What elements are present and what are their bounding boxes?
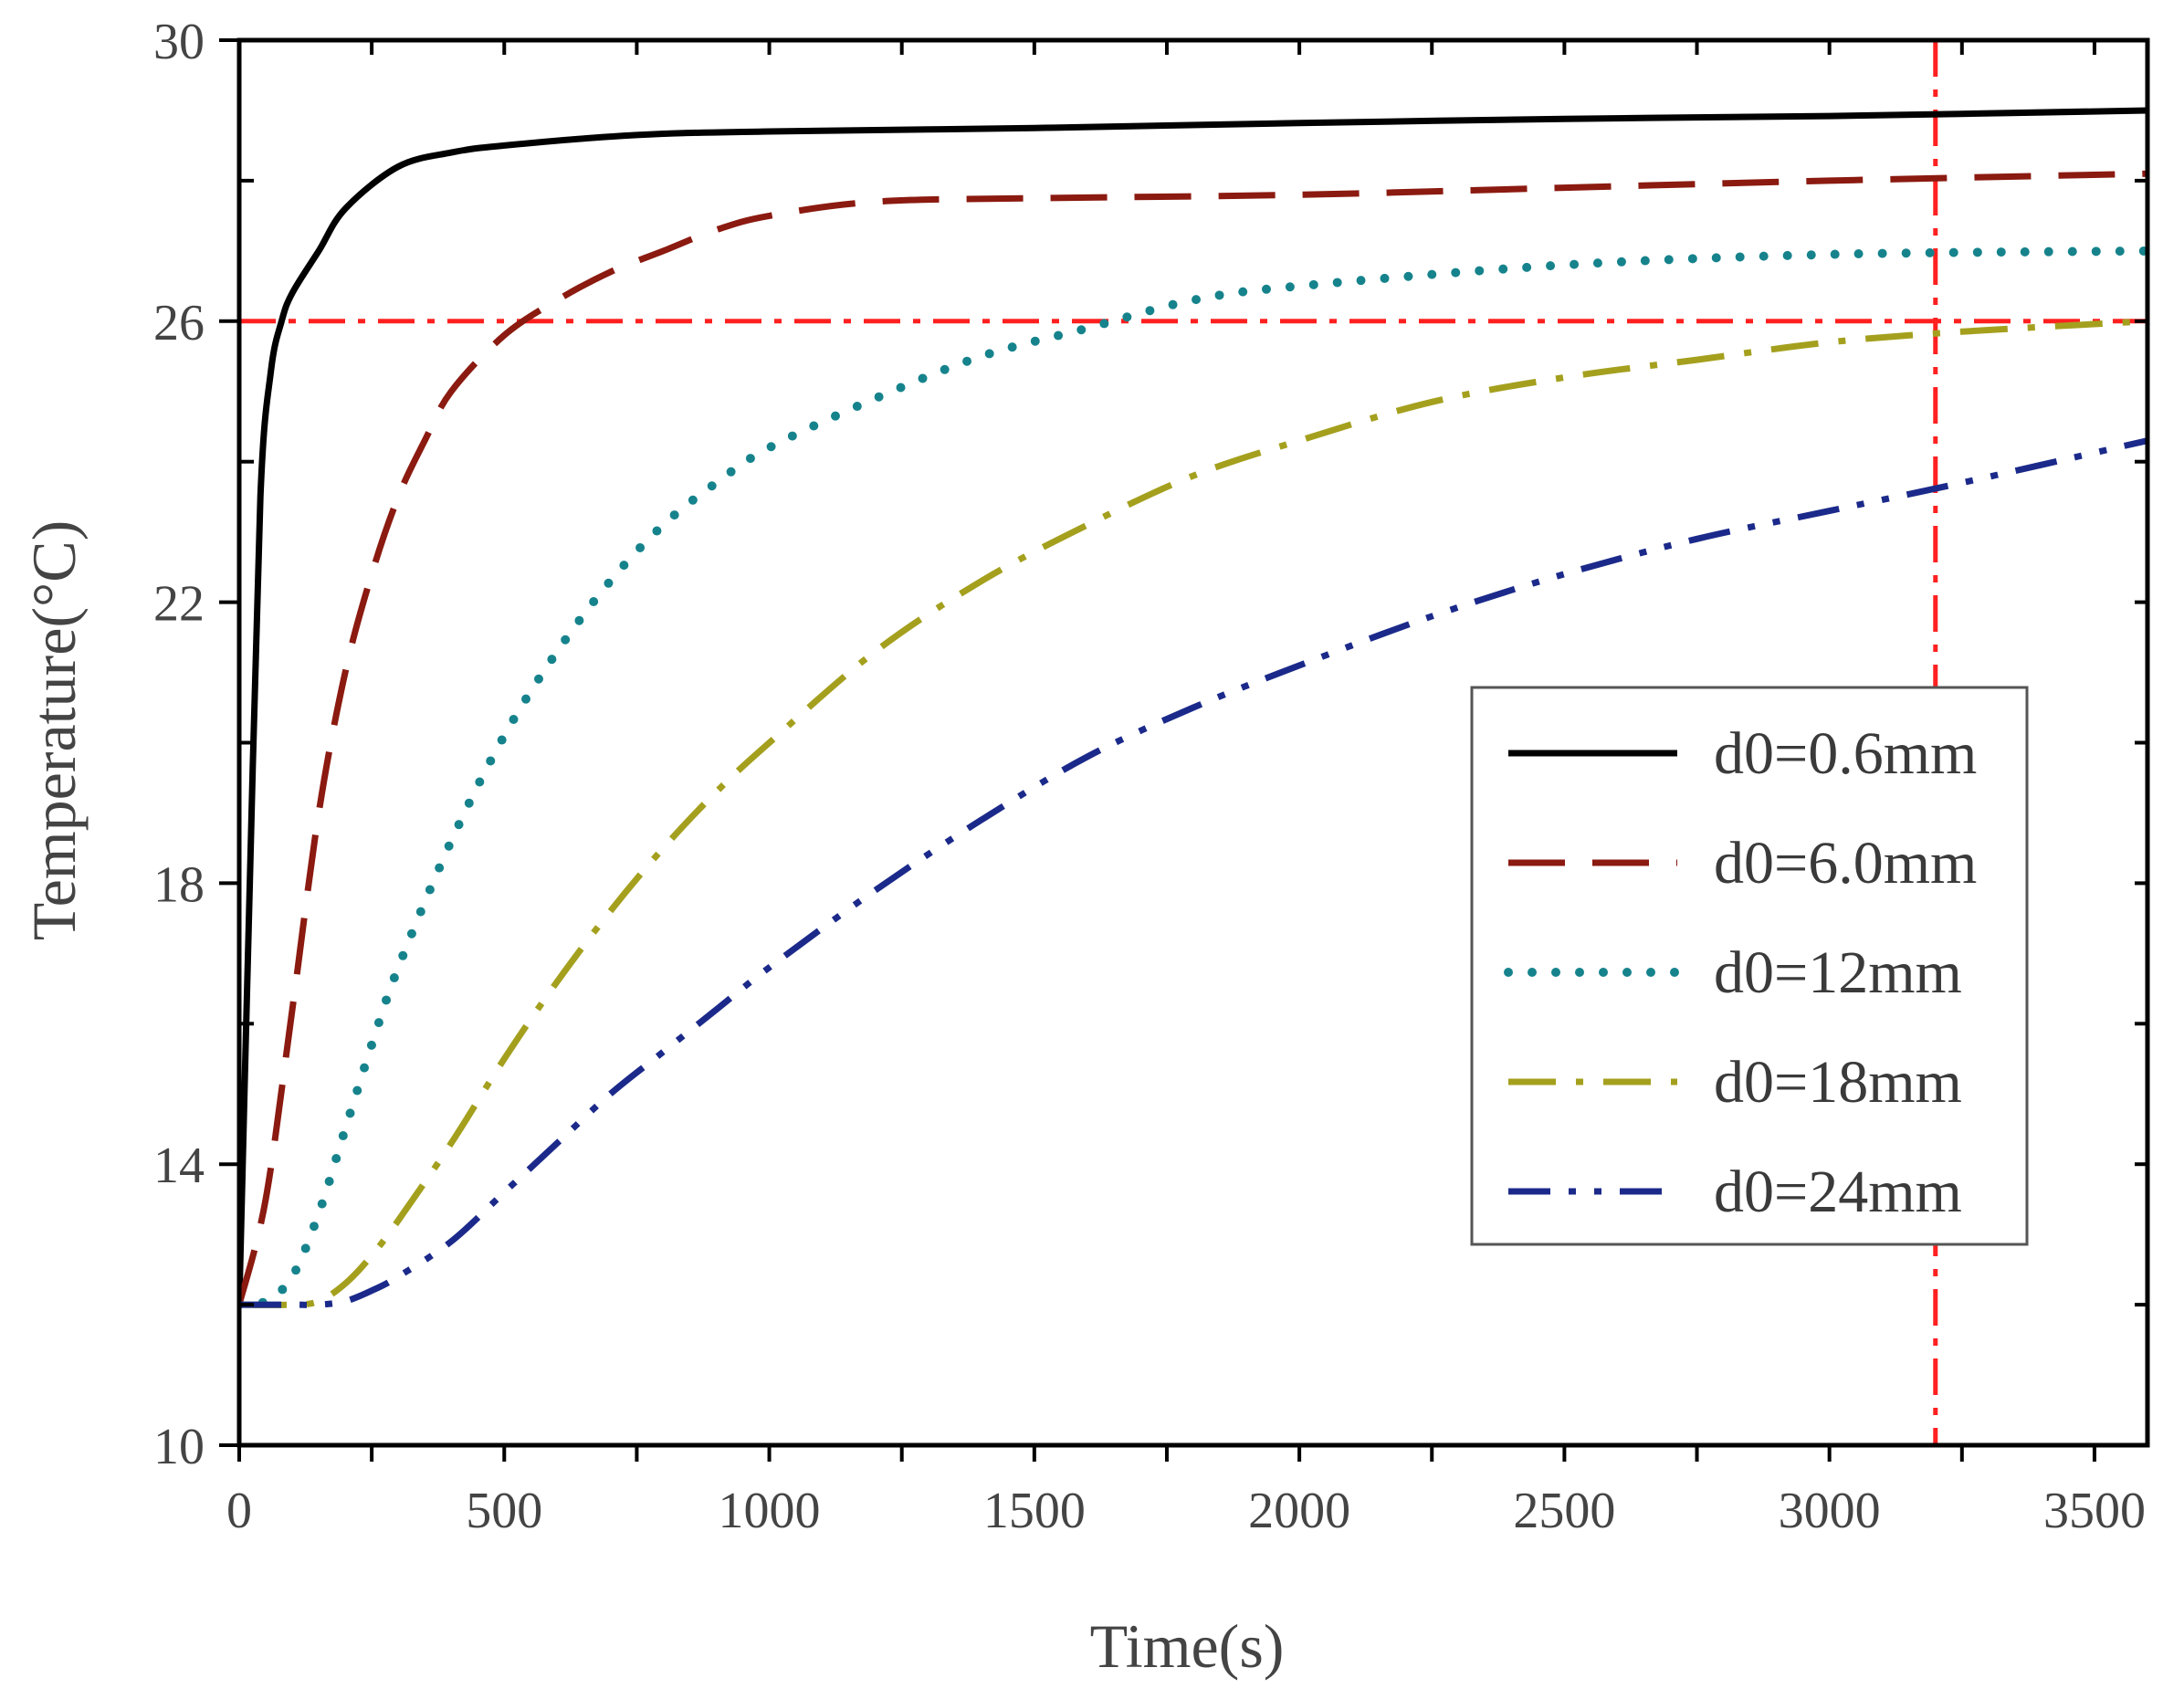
legend-label-1: d0=0.6mm [1714, 720, 1977, 787]
y-tick-label: 14 [153, 1138, 205, 1194]
legend-label-4: d0=18mm [1714, 1049, 1962, 1116]
legend: d0=0.6mm d0=6.0mm d0=12mm d0=18mm d0=24mm [1470, 686, 2029, 1246]
series-line-5 [239, 437, 2147, 1308]
x-tick-label: 2000 [1248, 1483, 1350, 1539]
y-axis-title: Temperature(°C) [19, 520, 89, 940]
x-tick-label: 0 [226, 1483, 252, 1539]
x-tick-label: 3000 [1779, 1483, 1881, 1539]
x-tick-label: 2500 [1513, 1483, 1615, 1539]
legend-label-5: d0=24mm [1714, 1159, 1962, 1225]
x-tick-label: 1500 [983, 1483, 1086, 1539]
y-tick-label: 10 [153, 1419, 205, 1475]
legend-box [1470, 686, 2029, 1246]
y-tick-label: 18 [153, 856, 205, 913]
series-line-3 [239, 246, 2147, 1310]
series-line-1 [239, 107, 2147, 1306]
tick-labels: 0 500 1000 1500 2000 2500 3000 3500 10 14 18 22 26 30 [153, 14, 2146, 1539]
series-line-4 [239, 318, 2147, 1308]
x-tick-label: 3500 [2043, 1483, 2146, 1539]
legend-label-3: d0=12mm [1714, 939, 1962, 1006]
series-line-2 [239, 170, 2147, 1306]
x-axis-title: Time(s) [1090, 1611, 1285, 1681]
y-tick-label: 30 [153, 14, 205, 70]
x-tick-label: 500 [466, 1483, 542, 1539]
x-tick-label: 1000 [719, 1483, 821, 1539]
data-series [239, 107, 2147, 1310]
axes [219, 37, 2150, 1462]
y-tick-label: 22 [153, 576, 205, 633]
y-tick-label: 26 [153, 295, 205, 351]
legend-label-2: d0=6.0mm [1714, 830, 1977, 897]
